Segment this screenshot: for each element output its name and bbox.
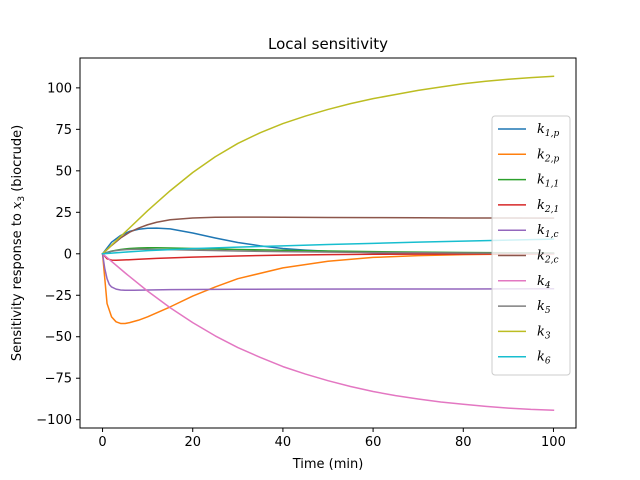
series-line-k-4	[101, 252, 555, 412]
series-line-k-3	[101, 75, 555, 255]
legend-entry: k3	[537, 324, 551, 341]
legend-entry: k4	[537, 274, 551, 291]
series-line-k-2-1	[101, 252, 555, 262]
x-tick-label: 0	[98, 435, 106, 450]
y-axis-label-sub: 3	[17, 196, 27, 202]
y-tick-label: 100	[47, 81, 72, 96]
y-tick-label: 50	[55, 164, 72, 179]
y-axis-label-suffix: (biocrude)	[10, 125, 25, 196]
y-axis-label-var: x	[10, 201, 25, 209]
legend-entry: k6	[537, 350, 551, 367]
y-tick-label: 0	[64, 247, 72, 262]
x-tick-label: 100	[541, 435, 566, 450]
legend-entry: k1,1	[537, 173, 559, 190]
legend-entry: k1,p	[537, 122, 559, 139]
y-tick-label: −75	[45, 372, 72, 387]
x-tick-label: 20	[184, 435, 201, 450]
legend-entry: k1,c	[537, 223, 559, 240]
series-line-k-2-p	[101, 252, 555, 325]
x-tick-label: 40	[275, 435, 292, 450]
chart-title: Local sensitivity	[268, 35, 388, 53]
legend-entry: k2,1	[537, 198, 559, 215]
y-axis-label: Sensitivity response to x3 (biocrude)	[10, 125, 27, 361]
legend-entry: k2,p	[537, 147, 559, 164]
series-line-k-2-c	[101, 216, 555, 255]
legend-entry: k2,c	[537, 249, 559, 266]
y-axis: −100 −75 −50 −25 0 25 50 75 100	[36, 81, 80, 428]
x-tick-label: 80	[455, 435, 472, 450]
series-line-k-6	[101, 238, 555, 255]
y-tick-label: 75	[55, 123, 72, 138]
x-axis: 0 20 40 60 80 100	[98, 428, 566, 450]
y-tick-label: −25	[45, 289, 72, 304]
x-axis-label: Time (min)	[292, 457, 364, 472]
plot-lines	[101, 75, 555, 412]
y-axis-label-prefix: Sensitivity response to	[10, 209, 25, 361]
series-line-k-1-c	[101, 252, 555, 292]
legend-box	[491, 115, 571, 376]
y-tick-label: −100	[36, 413, 72, 428]
y-tick-label: −50	[45, 330, 72, 345]
x-tick-label: 60	[365, 435, 382, 450]
plot-frame	[79, 57, 577, 429]
legend-entry: k5	[537, 299, 551, 316]
legend: k1,p k2,p k1,1 k2,1 k1,c k2,c k4 k5 k3 k6	[491, 115, 571, 376]
y-tick-label: 25	[55, 206, 72, 221]
